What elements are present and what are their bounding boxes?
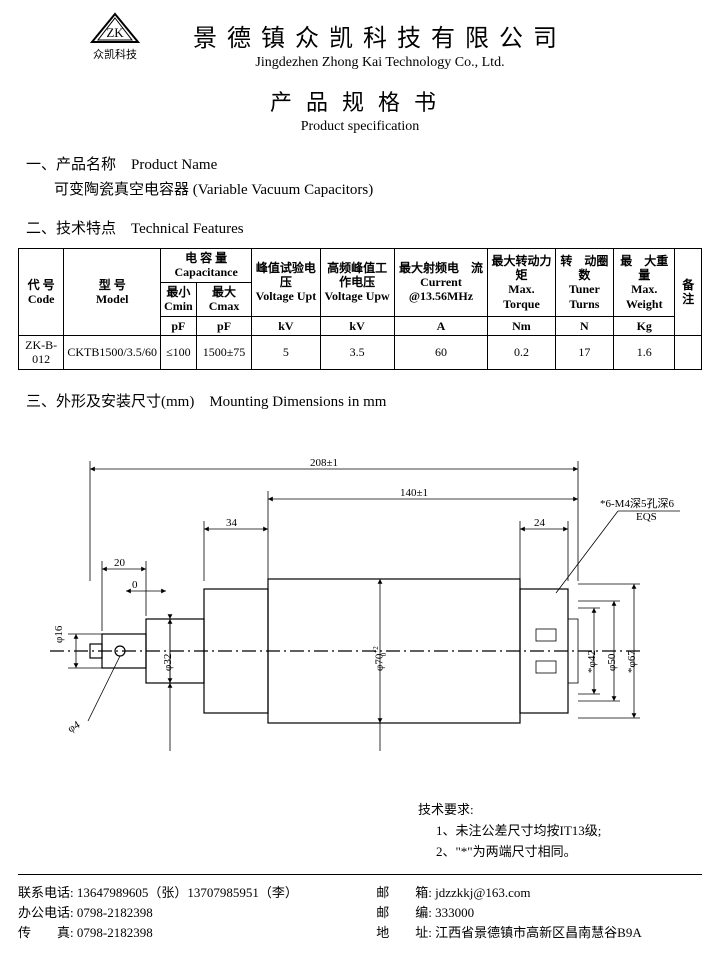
dim-140: 140±1 <box>400 487 428 499</box>
doc-title-cn: 产品规格书 <box>18 85 702 117</box>
dim-34: 34 <box>226 517 237 529</box>
dim-hole-note-bot: EQS <box>636 511 657 523</box>
u-cmin: pF <box>161 316 197 335</box>
th-wt: 最 大重 量Max. Weight <box>614 249 675 317</box>
th-torq: 最大转动力 矩Max. Torque <box>488 249 555 317</box>
header: ZK 众凯科技 景德镇众凯科技有限公司 Jingdezhen Zhong Kai… <box>18 12 702 135</box>
u-cmax: pF <box>196 316 252 335</box>
footer-row: 联系电话: 13647989605（张）13707985951（李） 邮 箱: … <box>18 882 702 901</box>
f-addr: 地 址: 江西省景德镇市高新区昌南慧谷B9A <box>376 922 702 941</box>
th-cmax: 最大Cmax <box>196 282 252 316</box>
td-remark <box>675 335 702 369</box>
th-model: 型 号Model <box>64 249 161 336</box>
f-fax: 传 真: 0798-2182398 <box>18 922 376 941</box>
dim-hole-note-top: *6-M4深5孔深6 <box>600 495 674 511</box>
dim-0: 0 <box>132 579 138 591</box>
th-cmin: 最小Cmin <box>161 282 197 316</box>
dim-d50: φ50 <box>606 653 618 670</box>
f-email: 邮 箱: jdzzkkj@163.com <box>376 882 702 901</box>
td-turns: 17 <box>555 335 613 369</box>
dim-d42: *φ42 <box>586 650 598 673</box>
th-upw: 高频峰值工作电压Voltage Upw <box>320 249 394 317</box>
footer-row: 传 真: 0798-2182398 地 址: 江西省景德镇市高新区昌南慧谷B9A <box>18 922 702 941</box>
dim-208: 208±1 <box>310 457 338 469</box>
s3-label: 三、外形及安装尺寸(mm) Mounting Dimensions in mm <box>26 390 702 411</box>
dim-d67: *φ67 <box>626 650 638 673</box>
td-upt: 5 <box>252 335 320 369</box>
logo-mark: ZK <box>106 25 124 40</box>
u-cur: A <box>394 316 488 335</box>
th-code: 代 号Code <box>19 249 64 336</box>
logo: ZK 众凯科技 <box>88 12 142 62</box>
notes-2: 2、"*"为两端尺寸相同。 <box>436 841 702 860</box>
notes-1: 1、未注公差尺寸均按IT13级; <box>436 820 702 839</box>
td-torq: 0.2 <box>488 335 555 369</box>
th-cap: 电 容 量Capacitance <box>161 249 252 283</box>
u-upw: kV <box>320 316 394 335</box>
s1-label: 一、产品名称 Product Name <box>26 153 702 174</box>
footer: 联系电话: 13647989605（张）13707985951（李） 邮 箱: … <box>18 874 702 941</box>
th-upt: 峰值试验电 压Voltage Upt <box>252 249 320 317</box>
td-cur: 60 <box>394 335 488 369</box>
th-turns: 转 动圈 数Tuner Turns <box>555 249 613 317</box>
td-code: ZK-B-012 <box>19 335 64 369</box>
notes-title: 技术要求: <box>418 799 702 818</box>
td-cmax: 1500±75 <box>196 335 252 369</box>
table-row: 代 号Code 型 号Model 电 容 量Capacitance 峰值试验电 … <box>19 249 702 283</box>
td-upw: 3.5 <box>320 335 394 369</box>
u-turns: N <box>555 316 613 335</box>
dim-d70: φ70+20 <box>372 652 388 670</box>
dim-d16: φ16 <box>53 625 65 642</box>
logo-triangle-icon: ZK <box>88 12 142 46</box>
th-cur: 最大射频电 流Current @13.56MHz <box>394 249 488 317</box>
td-wt: 1.6 <box>614 335 675 369</box>
company-cn: 景德镇众凯科技有限公司 <box>58 18 702 53</box>
doc-title-en: Product specification <box>18 119 702 135</box>
dim-24: 24 <box>534 517 545 529</box>
td-model: CKTB1500/3.5/60 <box>64 335 161 369</box>
f-office: 办公电话: 0798-2182398 <box>18 902 376 921</box>
company-en: Jingdezhen Zhong Kai Technology Co., Ltd… <box>58 55 702 71</box>
tech-notes: 技术要求: 1、未注公差尺寸均按IT13级; 2、"*"为两端尺寸相同。 <box>418 799 702 860</box>
table-row: ZK-B-012 CKTB1500/3.5/60 ≤100 1500±75 5 … <box>19 335 702 369</box>
dim-d32: φ32 <box>162 653 174 670</box>
drawing-svg <box>20 421 700 791</box>
spec-table: 代 号Code 型 号Model 电 容 量Capacitance 峰值试验电 … <box>18 248 702 370</box>
logo-text: 众凯科技 <box>88 46 142 62</box>
mounting-drawing: 208±1 140±1 34 24 20 0 *6-M4深5孔深6 EQS φ1… <box>20 421 700 791</box>
footer-row: 办公电话: 0798-2182398 邮 编: 333000 <box>18 902 702 921</box>
u-wt: Kg <box>614 316 675 335</box>
f-zip: 邮 编: 333000 <box>376 902 702 921</box>
u-upt: kV <box>252 316 320 335</box>
page-root: ZK 众凯科技 景德镇众凯科技有限公司 Jingdezhen Zhong Kai… <box>0 0 720 953</box>
dim-20: 20 <box>114 557 125 569</box>
s2-label: 二、技术特点 Technical Features <box>26 217 702 238</box>
u-torq: Nm <box>488 316 555 335</box>
td-cmin: ≤100 <box>161 335 197 369</box>
s1-body: 可变陶瓷真空电容器 (Variable Vacuum Capacitors) <box>54 178 702 199</box>
f-contact: 联系电话: 13647989605（张）13707985951（李） <box>18 882 376 901</box>
